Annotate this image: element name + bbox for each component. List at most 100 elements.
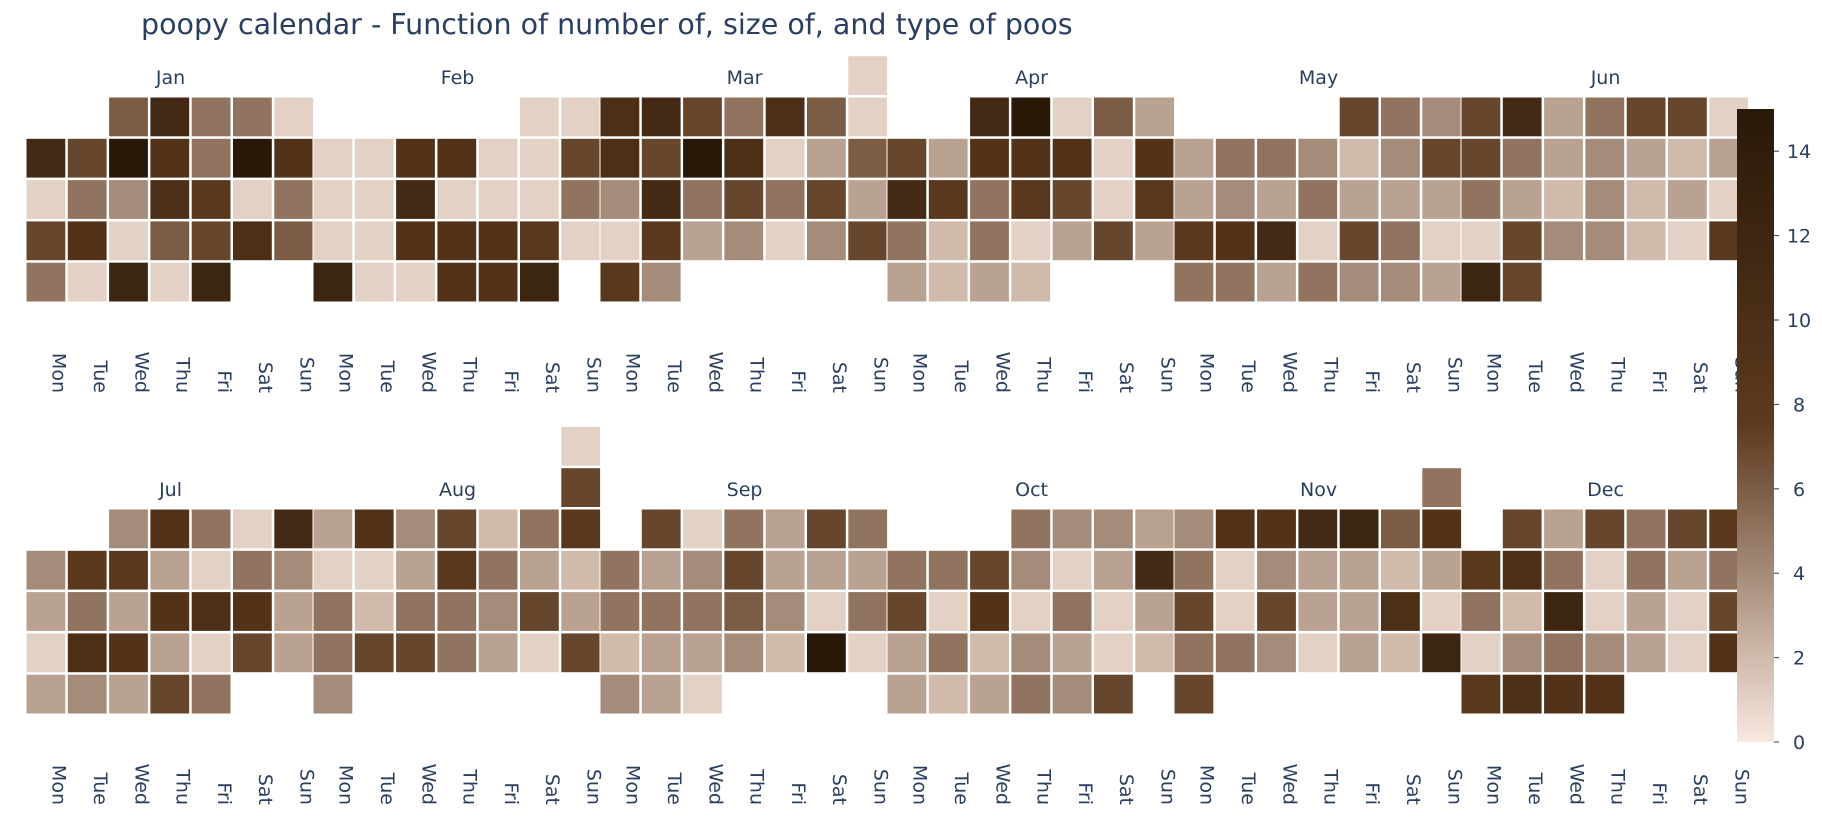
day-cell — [1214, 549, 1256, 591]
day-cell — [1584, 137, 1626, 179]
day-cell — [682, 673, 723, 715]
weekday-label: Mon — [335, 765, 357, 805]
day-cell — [847, 508, 889, 550]
weekday-label: Mon — [909, 765, 931, 805]
weekday-label: Tue — [950, 772, 972, 805]
day-cell — [1380, 220, 1421, 262]
day-cell — [312, 549, 354, 591]
day-cell — [560, 96, 602, 138]
day-cell — [599, 632, 641, 674]
weekday-label: Wed — [704, 352, 726, 393]
day-cell — [25, 632, 67, 674]
day-cell — [25, 179, 67, 220]
day-cell — [560, 508, 602, 550]
day-cell — [1338, 220, 1380, 262]
day-cell — [1093, 179, 1134, 220]
weekday-label: Tue — [663, 360, 685, 393]
day-cell — [1010, 508, 1052, 550]
weekday-label: Sat — [254, 774, 276, 805]
day-cell — [1421, 467, 1463, 509]
day-cell — [1421, 508, 1463, 550]
day-cell — [1093, 632, 1134, 674]
day-cell — [764, 549, 806, 591]
day-cell — [1010, 137, 1052, 179]
day-cell — [1173, 261, 1215, 303]
month-panel: May Mon Tue Wed Thu Fri Sat Sun — [1173, 67, 1465, 393]
day-cell — [1667, 96, 1708, 138]
day-cell — [1584, 549, 1626, 591]
month-name: Dec — [1587, 479, 1624, 501]
day-cell — [886, 179, 928, 220]
day-cell — [1093, 508, 1134, 550]
day-cell — [1093, 96, 1134, 138]
day-cell — [1501, 220, 1543, 262]
month-name: Oct — [1015, 479, 1048, 501]
day-cell — [232, 632, 273, 674]
day-cell — [640, 96, 682, 138]
day-cell — [1134, 632, 1176, 674]
weekday-label: Sat — [1115, 774, 1137, 805]
weekday-label: Sat — [1689, 362, 1711, 393]
day-cell — [1584, 508, 1626, 550]
weekday-label: Fri — [1361, 370, 1383, 393]
day-cell — [436, 220, 478, 262]
weekday-label: Mon — [1483, 353, 1505, 393]
day-cell — [1256, 220, 1297, 262]
weekday-label: Sun — [869, 769, 891, 805]
day-cell — [1380, 137, 1421, 179]
colorbar-gradient — [1737, 109, 1774, 742]
day-cell — [806, 591, 847, 632]
day-cell — [149, 137, 191, 179]
day-cell — [312, 220, 354, 262]
weekday-label: Tue — [376, 360, 398, 393]
day-cell — [927, 632, 969, 674]
day-cell — [25, 137, 67, 179]
day-cell — [149, 261, 191, 303]
weekday-label: Thu — [1320, 768, 1342, 805]
day-cell — [1093, 220, 1134, 262]
month-name: Sep — [727, 479, 763, 501]
weekday-label: Sat — [1402, 362, 1424, 393]
weekday-label: Sun — [1156, 357, 1178, 393]
day-cell — [969, 591, 1010, 632]
day-cell — [232, 220, 273, 262]
day-cell — [1134, 96, 1176, 138]
day-cell — [764, 179, 806, 220]
day-cell — [190, 549, 232, 591]
day-cell — [1173, 632, 1215, 674]
day-cell — [1297, 591, 1339, 632]
day-cell — [1256, 179, 1297, 220]
day-cell — [806, 179, 847, 220]
day-cell — [1625, 549, 1667, 591]
day-cell — [1421, 632, 1463, 674]
weekday-label: Sat — [828, 774, 850, 805]
day-cell — [149, 549, 191, 591]
day-cell — [232, 137, 273, 179]
day-cell — [1501, 508, 1543, 550]
day-cell — [682, 632, 723, 674]
day-cell — [682, 220, 723, 262]
weekday-label: Fri — [1074, 782, 1096, 805]
weekday-label: Tue — [376, 772, 398, 805]
day-cell — [1501, 96, 1543, 138]
day-cell — [1173, 179, 1215, 220]
day-cell — [1338, 591, 1380, 632]
day-cell — [1297, 261, 1339, 303]
day-cell — [232, 179, 273, 220]
weekday-label: Thu — [172, 356, 194, 393]
weekday-label: Mon — [48, 765, 70, 805]
weekday-label: Thu — [746, 356, 768, 393]
day-cell — [353, 220, 395, 262]
day-cell — [682, 96, 723, 138]
day-cell — [1173, 591, 1215, 632]
day-cell — [190, 508, 232, 550]
month-panel: Jul Mon Tue Wed Thu Fri Sat Sun — [25, 479, 317, 805]
month-panel: Oct Mon Tue Wed Thu Fri Sat Sun — [886, 479, 1178, 805]
day-cell — [519, 549, 560, 591]
weekday-label: Sat — [1115, 362, 1137, 393]
day-cell — [640, 220, 682, 262]
day-cell — [927, 673, 969, 715]
day-cell — [1214, 261, 1256, 303]
day-cell — [1421, 96, 1463, 138]
day-cell — [273, 179, 315, 220]
